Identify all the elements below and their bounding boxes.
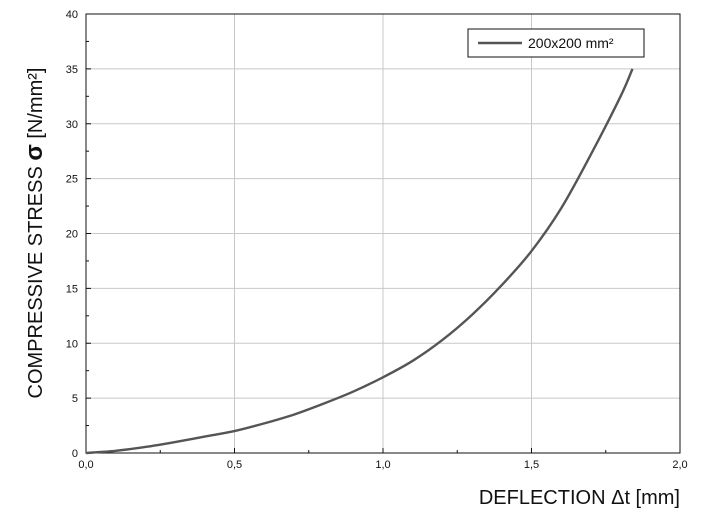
series-layer [85, 68, 634, 455]
legend: 200x200 mm² [467, 28, 645, 58]
y-axis-title-suffix: [N/mm²] [25, 68, 47, 145]
y-tick-label: 0 [72, 448, 78, 460]
x-tick-label: 2,0 [672, 459, 687, 471]
x-tick-label: 1,0 [375, 459, 390, 471]
y-axis-title-prefix: COMPRESSIVE STRESS [25, 161, 47, 399]
series-line-200x200 [85, 68, 634, 455]
legend-label-200x200: 200x200 mm² [528, 35, 614, 51]
y-tick-label: 25 [66, 174, 78, 186]
axis-ticks: 0,0 0,5 1,0 1,5 2,0 0 5 10 15 20 25 30 35 40 [66, 9, 688, 471]
y-tick-label: 20 [66, 229, 78, 241]
x-tick-label: 1,5 [524, 459, 539, 471]
y-tick-label: 30 [66, 119, 78, 131]
y-tick-label: 40 [66, 9, 78, 21]
y-axis-title-sigma: σ [21, 144, 48, 160]
y-tick-label: 35 [66, 64, 78, 76]
y-tick-label: 15 [66, 283, 78, 295]
x-tick-label: 0,5 [227, 459, 242, 471]
y-tick-label: 5 [72, 393, 78, 405]
x-tick-label: 0,0 [78, 459, 93, 471]
grid-lines [86, 14, 680, 453]
y-tick-label: 10 [66, 338, 78, 350]
x-axis-title: DEFLECTION Δt [mm] [479, 487, 680, 509]
y-axis-title: COMPRESSIVE STRESS σ [N/mm²] [21, 68, 48, 399]
